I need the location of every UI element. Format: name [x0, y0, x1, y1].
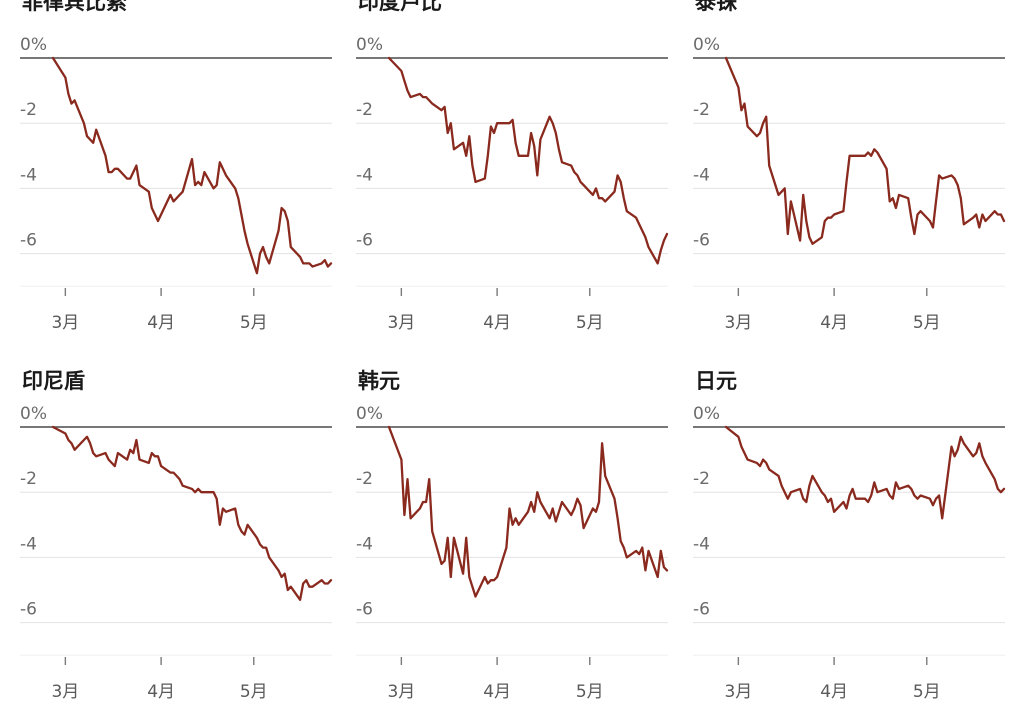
line-chart: 0% -2 -4 -6 3月 4月 5月: [693, 404, 1006, 702]
x-tick-label: 4月: [147, 682, 175, 702]
x-tick-label: 5月: [576, 682, 604, 702]
line-chart: 0% -2 -4 -6 3月 4月 5月: [20, 35, 333, 333]
y-tick-label: 0%: [20, 35, 47, 55]
line-chart: 0% -2 -4 -6 3月 4月 5月: [356, 35, 669, 333]
y-tick-label: -6: [20, 600, 37, 620]
series-line: [387, 56, 669, 265]
x-tick-label: 5月: [913, 313, 941, 333]
x-tick-label: 3月: [51, 313, 79, 333]
x-tick-label: 4月: [483, 313, 511, 333]
series-line: [724, 56, 1006, 245]
x-tick-label: 4月: [483, 682, 511, 702]
series-line: [387, 425, 669, 598]
y-tick-label: -6: [693, 600, 710, 620]
y-tick-label: 0%: [356, 35, 383, 55]
line-chart: 0% -2 -4 -6 3月 4月 5月: [356, 404, 669, 702]
y-tick-label: -2: [20, 100, 37, 120]
x-tick-label: 3月: [724, 682, 752, 702]
x-tick-label: 3月: [51, 682, 79, 702]
x-tick-label: 5月: [576, 313, 604, 333]
y-tick-label: -2: [693, 100, 710, 120]
y-tick-label: -4: [356, 165, 373, 185]
chart-title: 印度卢比: [358, 0, 442, 14]
x-tick-label: 5月: [240, 682, 268, 702]
series-line: [724, 425, 1006, 520]
y-tick-label: 0%: [356, 404, 383, 424]
y-tick-label: 0%: [693, 404, 720, 424]
chart-panel: 泰铢 0% -2 -4 -6 3月 4月 5月: [693, 0, 1013, 340]
chart-panel: 印尼盾 0% -2 -4 -6 3月 4月 5月: [20, 369, 340, 709]
y-tick-label: -6: [356, 231, 373, 251]
line-chart: 0% -2 -4 -6 3月 4月 5月: [20, 404, 333, 702]
x-tick-label: 4月: [147, 313, 175, 333]
x-tick-label: 5月: [913, 682, 941, 702]
y-tick-label: -4: [20, 165, 37, 185]
chart-panel: 日元 0% -2 -4 -6 3月 4月 5月: [693, 369, 1013, 709]
series-line: [51, 425, 333, 601]
y-tick-label: -6: [693, 231, 710, 251]
y-tick-label: -4: [356, 534, 373, 554]
series-line: [51, 56, 333, 275]
y-tick-label: 0%: [693, 35, 720, 55]
y-tick-label: -4: [693, 534, 710, 554]
line-chart: 0% -2 -4 -6 3月 4月 5月: [693, 35, 1006, 333]
x-tick-label: 3月: [387, 682, 415, 702]
y-tick-label: 0%: [20, 404, 47, 424]
chart-title: 菲律宾比索: [22, 0, 127, 14]
x-tick-label: 5月: [240, 313, 268, 333]
x-tick-label: 4月: [820, 313, 848, 333]
x-tick-label: 4月: [820, 682, 848, 702]
y-tick-label: -4: [693, 165, 710, 185]
chart-title: 泰铢: [695, 0, 737, 14]
chart-title: 韩元: [358, 369, 400, 393]
y-tick-label: -4: [20, 534, 37, 554]
y-tick-label: -2: [356, 100, 373, 120]
chart-panel: 印度卢比 0% -2 -4 -6 3月 4月 5月: [356, 0, 676, 340]
chart-title: 印尼盾: [22, 369, 85, 393]
x-tick-label: 3月: [387, 313, 415, 333]
chart-panel: 韩元 0% -2 -4 -6 3月 4月 5月: [356, 369, 676, 709]
y-tick-label: -2: [356, 469, 373, 489]
chart-panel: 菲律宾比索 0% -2 -4 -6 3月 4月 5月: [20, 0, 340, 340]
y-tick-label: -6: [20, 231, 37, 251]
y-tick-label: -2: [20, 469, 37, 489]
chart-title: 日元: [695, 369, 737, 393]
y-tick-label: -2: [693, 469, 710, 489]
y-tick-label: -6: [356, 600, 373, 620]
x-tick-label: 3月: [724, 313, 752, 333]
